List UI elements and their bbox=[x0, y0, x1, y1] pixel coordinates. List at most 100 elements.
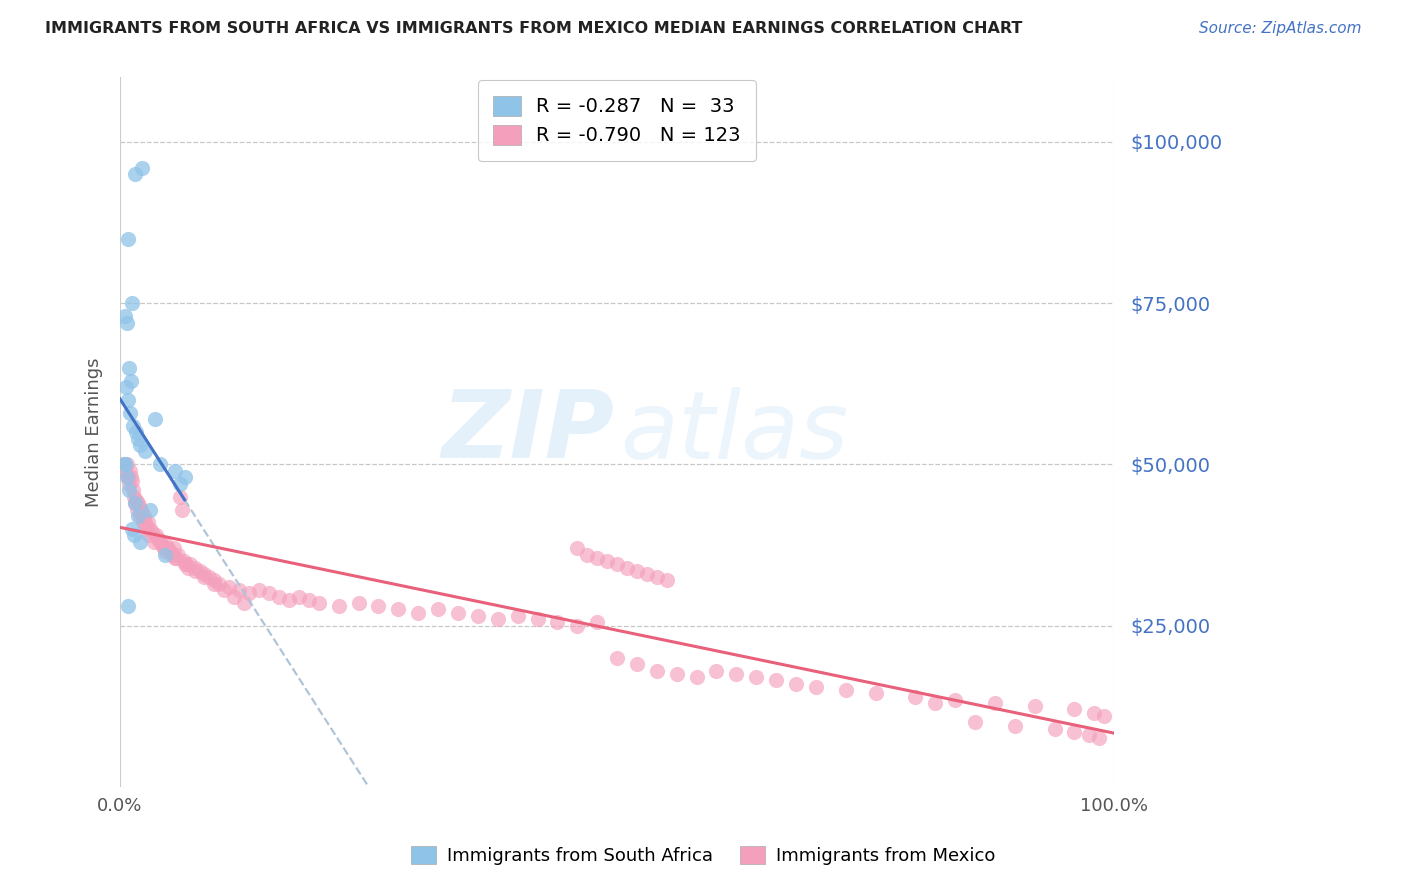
Point bbox=[984, 696, 1007, 710]
Point bbox=[546, 615, 568, 630]
Point bbox=[121, 474, 143, 488]
Point bbox=[278, 592, 301, 607]
Text: atlas: atlas bbox=[620, 386, 848, 477]
Legend: Immigrants from South Africa, Immigrants from Mexico: Immigrants from South Africa, Immigrants… bbox=[404, 838, 1002, 872]
Point bbox=[308, 596, 330, 610]
Point bbox=[135, 522, 157, 536]
Point bbox=[204, 576, 226, 591]
Point bbox=[160, 548, 183, 562]
Point bbox=[125, 425, 148, 439]
Point bbox=[288, 590, 311, 604]
Point bbox=[132, 516, 155, 530]
Point bbox=[149, 458, 172, 472]
Point bbox=[117, 470, 139, 484]
Point bbox=[146, 532, 169, 546]
Y-axis label: Median Earnings: Median Earnings bbox=[86, 358, 103, 507]
Point bbox=[141, 525, 163, 540]
Point bbox=[142, 534, 165, 549]
Point bbox=[156, 541, 179, 556]
Point bbox=[128, 534, 150, 549]
Point bbox=[166, 548, 188, 562]
Point bbox=[173, 470, 195, 484]
Point bbox=[1043, 722, 1066, 736]
Point bbox=[120, 470, 142, 484]
Point bbox=[153, 548, 176, 562]
Point bbox=[149, 534, 172, 549]
Point bbox=[228, 583, 250, 598]
Point bbox=[1078, 728, 1101, 742]
Point bbox=[596, 554, 619, 568]
Point bbox=[127, 496, 149, 510]
Point bbox=[176, 560, 198, 574]
Point bbox=[183, 564, 205, 578]
Point bbox=[904, 690, 927, 704]
Point bbox=[117, 392, 139, 407]
Text: ZIP: ZIP bbox=[441, 386, 614, 478]
Point bbox=[118, 406, 141, 420]
Point bbox=[298, 592, 321, 607]
Point bbox=[606, 558, 628, 572]
Point bbox=[114, 458, 136, 472]
Point bbox=[122, 490, 145, 504]
Point bbox=[122, 483, 145, 498]
Point bbox=[1092, 709, 1115, 723]
Point bbox=[606, 651, 628, 665]
Point bbox=[204, 574, 226, 588]
Point bbox=[134, 516, 156, 530]
Point bbox=[626, 657, 648, 672]
Point bbox=[328, 599, 350, 614]
Point bbox=[125, 492, 148, 507]
Point bbox=[118, 360, 141, 375]
Point bbox=[134, 444, 156, 458]
Point bbox=[188, 564, 211, 578]
Point bbox=[1004, 718, 1026, 732]
Point bbox=[208, 576, 231, 591]
Point bbox=[139, 502, 162, 516]
Point bbox=[804, 680, 827, 694]
Point bbox=[173, 554, 195, 568]
Point bbox=[118, 483, 141, 498]
Point bbox=[139, 522, 162, 536]
Point bbox=[765, 673, 787, 688]
Point bbox=[267, 590, 290, 604]
Point bbox=[114, 464, 136, 478]
Point bbox=[143, 412, 166, 426]
Point bbox=[745, 670, 768, 684]
Point bbox=[163, 464, 186, 478]
Point bbox=[122, 418, 145, 433]
Point bbox=[865, 686, 887, 700]
Point bbox=[616, 560, 638, 574]
Point bbox=[114, 309, 136, 323]
Point bbox=[152, 541, 174, 556]
Point bbox=[129, 502, 152, 516]
Point bbox=[169, 476, 191, 491]
Point bbox=[120, 374, 142, 388]
Point bbox=[725, 667, 748, 681]
Point bbox=[218, 580, 240, 594]
Point bbox=[128, 438, 150, 452]
Point bbox=[1063, 725, 1085, 739]
Point bbox=[665, 667, 688, 681]
Point bbox=[127, 508, 149, 523]
Point bbox=[1088, 731, 1111, 746]
Point bbox=[153, 544, 176, 558]
Point bbox=[576, 548, 599, 562]
Point bbox=[131, 506, 153, 520]
Point bbox=[163, 550, 186, 565]
Point bbox=[567, 541, 589, 556]
Point bbox=[115, 458, 138, 472]
Point bbox=[115, 380, 138, 394]
Point bbox=[233, 596, 256, 610]
Point bbox=[835, 683, 858, 698]
Point bbox=[943, 693, 966, 707]
Point bbox=[169, 490, 191, 504]
Point bbox=[1024, 699, 1046, 714]
Point bbox=[128, 508, 150, 523]
Point bbox=[1063, 702, 1085, 716]
Point bbox=[115, 467, 138, 481]
Point bbox=[214, 583, 236, 598]
Point bbox=[486, 612, 509, 626]
Point bbox=[193, 570, 215, 584]
Point bbox=[155, 538, 177, 552]
Point bbox=[124, 496, 146, 510]
